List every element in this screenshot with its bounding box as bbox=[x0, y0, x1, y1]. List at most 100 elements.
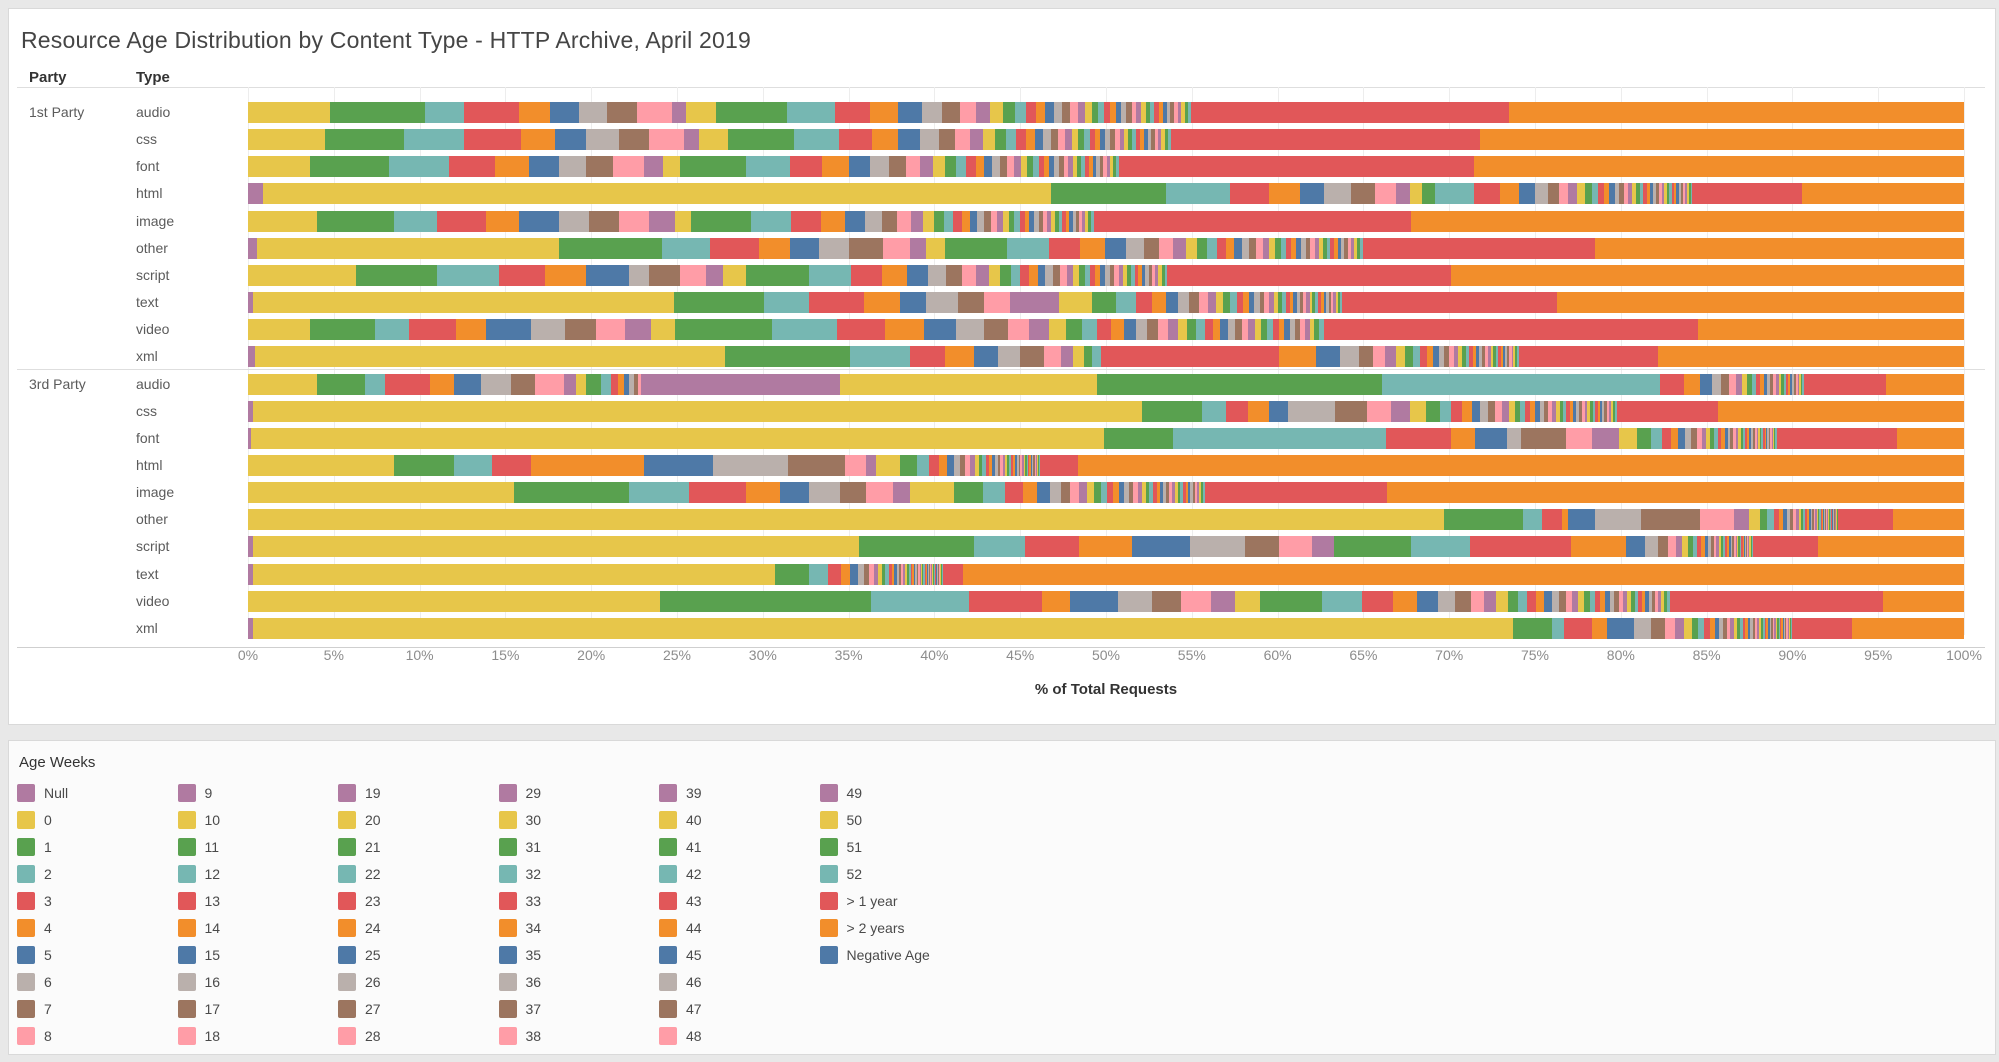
bar-segment[interactable] bbox=[1749, 536, 1751, 558]
bar-segment[interactable] bbox=[1498, 346, 1501, 368]
bar-segment[interactable] bbox=[1566, 400, 1570, 422]
bar-segment[interactable] bbox=[1541, 509, 1563, 531]
bar-segment[interactable] bbox=[1104, 102, 1111, 123]
bar-segment[interactable] bbox=[925, 292, 959, 314]
bar-segment[interactable] bbox=[1768, 427, 1771, 449]
bar-segment[interactable] bbox=[596, 319, 626, 341]
legend-item[interactable]: 22 bbox=[338, 865, 381, 883]
bar-segment[interactable] bbox=[968, 590, 1043, 612]
bar-segment[interactable] bbox=[975, 156, 985, 178]
bar-segment[interactable] bbox=[1016, 454, 1019, 476]
bar-segment[interactable] bbox=[1479, 129, 1964, 151]
bar-segment[interactable] bbox=[709, 237, 760, 259]
bar-segment[interactable] bbox=[1198, 292, 1208, 314]
bar-segment[interactable] bbox=[1581, 400, 1585, 422]
bar-segment[interactable] bbox=[1199, 482, 1202, 504]
bar-segment[interactable] bbox=[1299, 183, 1324, 205]
bar-segment[interactable] bbox=[1070, 482, 1080, 504]
bar-segment[interactable] bbox=[910, 346, 945, 368]
bar-segment[interactable] bbox=[919, 563, 921, 585]
bar-segment[interactable] bbox=[889, 156, 906, 178]
bar-segment[interactable] bbox=[1141, 482, 1146, 504]
bar-segment[interactable] bbox=[898, 102, 923, 123]
bar-segment[interactable] bbox=[1038, 210, 1043, 232]
bar-segment[interactable] bbox=[1453, 346, 1458, 368]
bar-segment[interactable] bbox=[309, 319, 375, 341]
bar-segment[interactable] bbox=[649, 129, 684, 151]
bar-segment[interactable] bbox=[1304, 319, 1310, 341]
bar-segment[interactable] bbox=[1085, 210, 1088, 232]
bar-segment[interactable] bbox=[1535, 590, 1545, 612]
bar-segment[interactable] bbox=[1778, 509, 1784, 531]
bar-segment[interactable] bbox=[1714, 427, 1718, 449]
bar-segment[interactable] bbox=[1480, 400, 1489, 422]
bar-segment[interactable] bbox=[1664, 617, 1676, 639]
bar-segment[interactable] bbox=[1262, 237, 1270, 259]
bar-segment[interactable] bbox=[1747, 536, 1749, 558]
bar-segment[interactable] bbox=[1798, 509, 1802, 531]
bar-segment[interactable] bbox=[618, 210, 650, 232]
bar-segment[interactable] bbox=[1095, 129, 1101, 151]
bar-segment[interactable] bbox=[1106, 156, 1110, 178]
bar-segment[interactable] bbox=[1462, 400, 1472, 422]
bar-segment[interactable] bbox=[1834, 509, 1836, 531]
bar-segment[interactable] bbox=[510, 373, 535, 395]
bar-segment[interactable] bbox=[1105, 129, 1111, 151]
bar-segment[interactable] bbox=[1013, 454, 1016, 476]
bar-segment[interactable] bbox=[1852, 617, 1964, 639]
bar-segment[interactable] bbox=[1142, 400, 1203, 422]
bar-segment[interactable] bbox=[1718, 400, 1964, 422]
bar-segment[interactable] bbox=[1650, 427, 1662, 449]
bar-segment[interactable] bbox=[1438, 346, 1445, 368]
bar-segment[interactable] bbox=[1322, 237, 1327, 259]
bar-segment[interactable] bbox=[1279, 536, 1312, 558]
bar-segment[interactable] bbox=[1306, 292, 1310, 314]
bar-segment[interactable] bbox=[1196, 319, 1205, 341]
bar-segment[interactable] bbox=[1572, 590, 1579, 612]
column-header-type[interactable]: Type bbox=[136, 69, 170, 86]
bar-segment[interactable] bbox=[688, 482, 746, 504]
bar-segment[interactable] bbox=[1623, 183, 1629, 205]
bar-segment[interactable] bbox=[385, 373, 430, 395]
bar-segment[interactable] bbox=[1739, 617, 1743, 639]
bar-segment[interactable] bbox=[723, 264, 746, 286]
legend-item[interactable]: 41 bbox=[659, 838, 702, 856]
bar-segment[interactable] bbox=[946, 454, 954, 476]
bar-segment[interactable] bbox=[1118, 264, 1123, 286]
bar-segment[interactable] bbox=[1500, 346, 1504, 368]
bar-segment[interactable] bbox=[374, 319, 410, 341]
bar-segment[interactable] bbox=[1717, 427, 1722, 449]
bar-segment[interactable] bbox=[1656, 183, 1659, 205]
bar-segment[interactable] bbox=[1373, 346, 1386, 368]
bar-segment[interactable] bbox=[1177, 102, 1182, 123]
bar-segment[interactable] bbox=[1767, 373, 1771, 395]
bar-segment[interactable] bbox=[1409, 183, 1422, 205]
bar-segment[interactable] bbox=[975, 264, 989, 286]
bar-segment[interactable] bbox=[839, 482, 866, 504]
bar-segment[interactable] bbox=[1034, 129, 1043, 151]
bar-segment[interactable] bbox=[1756, 373, 1761, 395]
legend-item[interactable]: 4 bbox=[17, 919, 52, 937]
bar-segment[interactable] bbox=[1626, 590, 1631, 612]
bar-segment[interactable] bbox=[558, 210, 590, 232]
bar-segment[interactable] bbox=[1054, 156, 1060, 178]
bar-segment[interactable] bbox=[575, 373, 586, 395]
bar-segment[interactable] bbox=[1101, 482, 1108, 504]
bar-segment[interactable] bbox=[1059, 264, 1067, 286]
bar-segment[interactable] bbox=[759, 237, 791, 259]
bar-segment[interactable] bbox=[248, 590, 660, 612]
bar-segment[interactable] bbox=[1469, 346, 1473, 368]
bar-segment[interactable] bbox=[1807, 509, 1810, 531]
legend-item[interactable]: 24 bbox=[338, 919, 381, 937]
bar-segment[interactable] bbox=[1769, 617, 1772, 639]
bar-segment[interactable] bbox=[1790, 373, 1793, 395]
bar-segment[interactable] bbox=[1589, 590, 1595, 612]
bar-segment[interactable] bbox=[1730, 427, 1734, 449]
bar-segment[interactable] bbox=[1100, 346, 1280, 368]
bar-segment[interactable] bbox=[1610, 400, 1613, 422]
bar-segment[interactable] bbox=[1520, 400, 1526, 422]
bar-segment[interactable] bbox=[1391, 400, 1411, 422]
legend-item[interactable]: 42 bbox=[659, 865, 702, 883]
bar-segment[interactable] bbox=[1145, 264, 1149, 286]
bar-segment[interactable] bbox=[1344, 237, 1348, 259]
